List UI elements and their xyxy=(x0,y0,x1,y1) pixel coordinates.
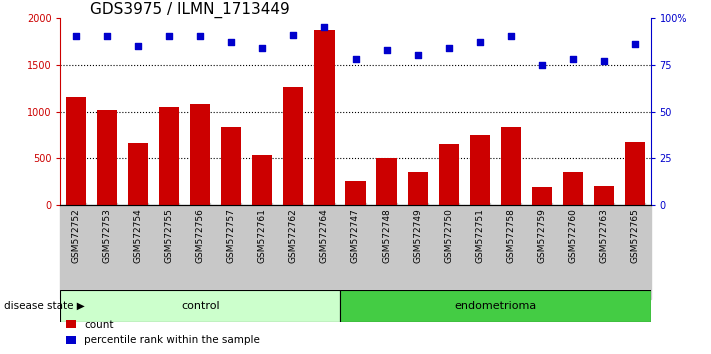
Bar xyxy=(563,172,583,205)
Text: endometrioma: endometrioma xyxy=(454,301,536,311)
Point xyxy=(536,62,547,68)
Legend: count, percentile rank within the sample: count, percentile rank within the sample xyxy=(65,320,260,345)
Bar xyxy=(532,187,552,205)
Bar xyxy=(128,143,148,205)
Point xyxy=(70,34,82,39)
Point xyxy=(381,47,392,52)
Point xyxy=(505,34,516,39)
Bar xyxy=(346,181,365,205)
Point xyxy=(319,24,330,30)
Bar xyxy=(402,205,433,299)
Bar xyxy=(314,30,335,205)
Bar xyxy=(247,205,278,299)
Point xyxy=(598,58,609,64)
Bar xyxy=(557,205,589,299)
Bar xyxy=(371,205,402,299)
Point xyxy=(102,34,113,39)
Bar xyxy=(122,205,154,299)
Bar xyxy=(439,144,459,205)
Point xyxy=(195,34,206,39)
Bar xyxy=(92,205,122,299)
Point xyxy=(164,34,175,39)
Point xyxy=(412,52,423,58)
Bar xyxy=(526,205,557,299)
Point xyxy=(629,41,641,47)
Bar xyxy=(190,104,210,205)
Text: control: control xyxy=(181,301,220,311)
Bar xyxy=(60,205,92,299)
Bar xyxy=(470,135,490,205)
Bar xyxy=(66,97,86,205)
Bar xyxy=(309,205,340,299)
Bar xyxy=(464,205,496,299)
Bar xyxy=(154,205,185,299)
Bar xyxy=(501,126,521,205)
Bar xyxy=(159,107,179,205)
Bar xyxy=(376,159,397,205)
Bar xyxy=(97,110,117,205)
Bar xyxy=(594,185,614,205)
Point xyxy=(474,39,486,45)
Point xyxy=(225,39,237,45)
Bar xyxy=(589,205,619,299)
Bar xyxy=(619,205,651,299)
Bar xyxy=(496,205,526,299)
Bar xyxy=(283,87,304,205)
Point xyxy=(132,43,144,48)
Text: GDS3975 / ILMN_1713449: GDS3975 / ILMN_1713449 xyxy=(90,1,289,18)
Text: disease state ▶: disease state ▶ xyxy=(4,301,85,311)
Bar xyxy=(252,155,272,205)
Bar xyxy=(625,142,645,205)
Bar xyxy=(407,172,428,205)
Bar xyxy=(278,205,309,299)
Bar xyxy=(221,127,241,205)
Bar xyxy=(215,205,247,299)
Bar xyxy=(433,205,464,299)
Bar xyxy=(340,205,371,299)
Point xyxy=(567,56,579,62)
Bar xyxy=(340,290,651,322)
Point xyxy=(443,45,454,51)
Bar xyxy=(60,290,340,322)
Bar xyxy=(185,205,215,299)
Point xyxy=(257,45,268,51)
Point xyxy=(350,56,361,62)
Point xyxy=(288,32,299,38)
